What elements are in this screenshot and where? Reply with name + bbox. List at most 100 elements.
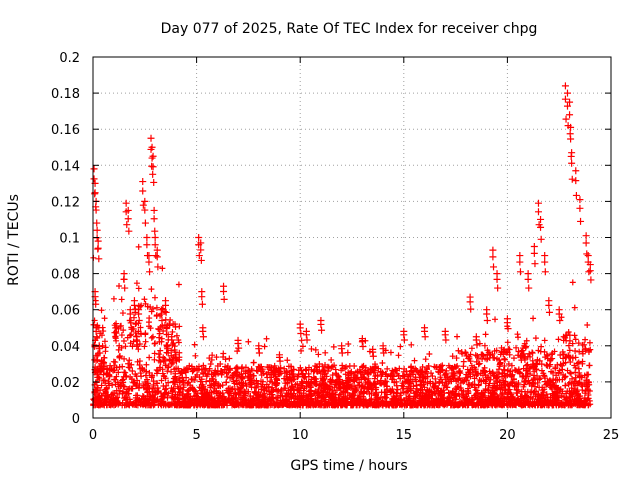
data-point	[515, 366, 522, 373]
data-point	[532, 376, 539, 383]
data-point	[356, 382, 363, 389]
data-point	[157, 390, 164, 397]
data-point	[493, 395, 500, 402]
data-point	[383, 386, 390, 393]
data-point	[163, 342, 170, 349]
data-point	[544, 352, 551, 359]
data-point	[585, 347, 592, 354]
data-point	[336, 391, 343, 398]
data-point-outlier	[303, 336, 311, 344]
data-point-outlier	[494, 284, 502, 292]
data-point	[544, 399, 551, 406]
data-point	[456, 375, 463, 382]
data-point	[382, 378, 389, 385]
data-point	[528, 388, 535, 395]
data-point	[466, 382, 473, 389]
data-point	[247, 377, 253, 383]
data-point	[181, 400, 188, 407]
data-point	[119, 377, 126, 384]
data-point	[115, 346, 122, 353]
data-point	[370, 402, 377, 409]
data-point	[142, 338, 149, 345]
data-point	[536, 384, 543, 391]
data-point-outlier	[127, 317, 135, 325]
data-point	[534, 372, 541, 379]
data-point	[491, 348, 498, 355]
data-point	[321, 375, 328, 382]
data-point	[290, 401, 297, 408]
data-point	[270, 365, 277, 372]
data-point	[256, 401, 263, 408]
data-point	[153, 367, 160, 374]
data-point	[265, 400, 272, 407]
data-point	[321, 385, 328, 392]
data-point	[484, 347, 491, 354]
data-point	[219, 393, 226, 400]
data-point	[154, 367, 161, 374]
data-point	[448, 402, 455, 409]
data-point	[255, 363, 262, 370]
data-point	[393, 389, 400, 396]
data-point	[546, 357, 553, 364]
data-point-outlier	[135, 310, 143, 318]
data-point	[346, 377, 353, 384]
data-point	[227, 367, 234, 374]
data-point	[473, 372, 480, 379]
data-point	[582, 387, 589, 394]
data-point	[176, 323, 183, 330]
data-point	[537, 375, 544, 382]
data-point	[149, 333, 156, 340]
data-point	[475, 354, 482, 361]
data-point-outlier	[530, 249, 538, 257]
data-point-outlier	[566, 111, 574, 119]
data-point	[98, 307, 105, 314]
data-point	[513, 367, 520, 374]
data-point-outlier	[151, 241, 159, 249]
data-point	[506, 371, 513, 378]
data-point	[449, 388, 456, 395]
data-point	[222, 356, 229, 363]
data-point-outlier	[168, 341, 176, 349]
data-point	[130, 379, 137, 386]
data-point	[180, 395, 187, 402]
data-point	[404, 388, 411, 395]
data-point-outlier	[568, 175, 576, 183]
data-point-outlier	[489, 253, 497, 261]
data-point	[153, 380, 160, 387]
data-point-outlier	[493, 275, 501, 283]
x-tick-label: 20	[499, 428, 516, 443]
data-point-outlier	[150, 206, 158, 214]
data-point	[558, 401, 565, 408]
data-point	[191, 393, 198, 400]
data-point	[412, 393, 419, 400]
data-point	[479, 372, 486, 379]
data-point-outlier	[92, 327, 100, 335]
data-point-outlier	[537, 235, 545, 243]
data-point-outlier	[195, 234, 203, 241]
data-point	[405, 395, 412, 402]
data-point	[434, 397, 441, 404]
data-point	[168, 360, 175, 367]
data-point	[413, 388, 420, 395]
data-point-outlier	[235, 344, 243, 352]
data-point-outlier	[152, 252, 160, 260]
data-point-outlier	[195, 252, 203, 260]
data-point	[582, 397, 589, 404]
data-point	[165, 363, 172, 370]
data-point	[321, 394, 328, 401]
data-point-outlier	[275, 353, 283, 361]
data-point	[165, 379, 172, 386]
data-point	[113, 330, 120, 337]
data-point	[132, 392, 139, 399]
data-point	[128, 331, 135, 338]
data-point	[224, 373, 231, 380]
data-point	[111, 390, 118, 397]
data-point	[402, 379, 409, 386]
y-tick-label: 0.12	[51, 195, 80, 210]
data-point	[576, 380, 583, 387]
data-point-outlier	[141, 219, 149, 227]
data-point-outlier	[95, 345, 103, 353]
data-point-outlier	[568, 159, 576, 167]
data-point	[471, 364, 478, 371]
